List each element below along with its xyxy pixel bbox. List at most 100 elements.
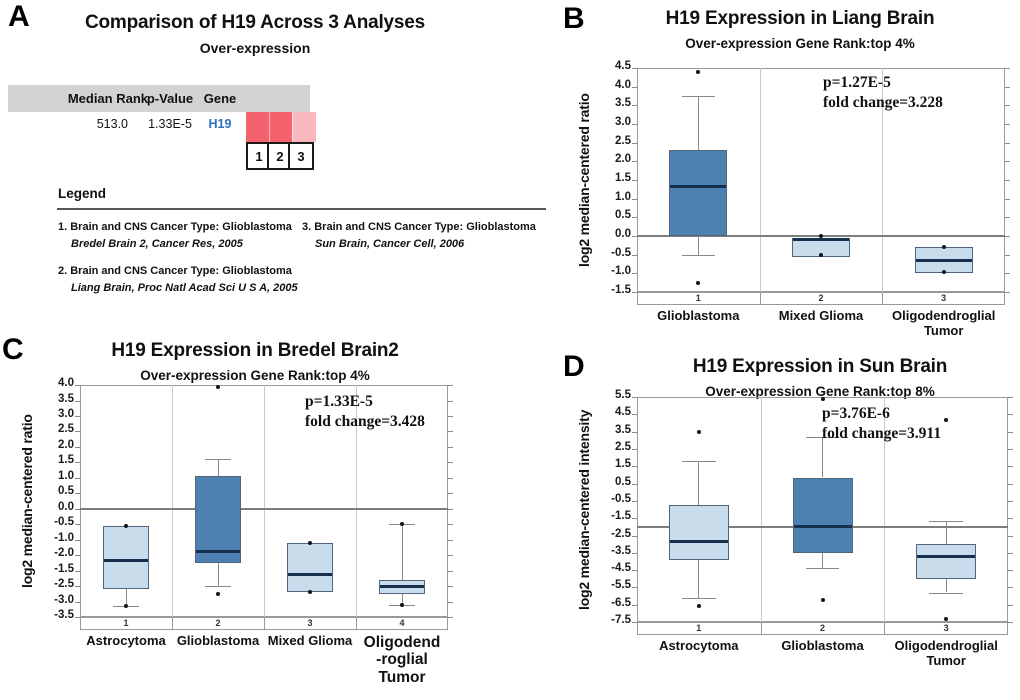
- box-whisker: [401, 593, 403, 605]
- column-separator: [264, 385, 265, 617]
- heatmap-cell-2: [269, 112, 293, 142]
- y-axis-tick-right: [448, 385, 453, 386]
- panel-letter-b: B: [563, 2, 585, 35]
- y-axis-tick-label: 0.5: [615, 209, 631, 222]
- outlier-dot: [696, 69, 701, 74]
- y-axis-tick-label: -6.5: [611, 596, 631, 609]
- y-axis-tick-right: [1008, 448, 1013, 450]
- panel-c-subtitle: Over-expression Gene Rank:top 4%: [140, 368, 370, 383]
- box-plot-box: [287, 542, 333, 593]
- box-whisker: [217, 562, 219, 587]
- y-axis-tick-label: -7.5: [611, 614, 631, 626]
- y-axis-tick: [632, 292, 637, 293]
- y-axis-tick-label: 3.0: [615, 116, 631, 128]
- y-axis-label: log2 median-centered ratio: [19, 414, 35, 588]
- box-median-line: [104, 558, 148, 562]
- y-axis-tick: [75, 415, 80, 417]
- panel-letter-d: D: [563, 350, 585, 383]
- y-axis-tick: [75, 539, 80, 541]
- annotation: p=3.76E-6 fold change=3.911: [822, 404, 941, 444]
- y-axis-tick-right: [1005, 105, 1010, 107]
- legend-entry-1: 1. Brain and CNS Cancer Type: Glioblasto…: [58, 219, 292, 253]
- y-axis-tick: [75, 508, 80, 510]
- box-whisker: [125, 589, 127, 607]
- category-number: 2: [818, 293, 824, 303]
- y-axis-tick-right: [448, 586, 453, 588]
- heatmap-cell-1: [246, 112, 269, 142]
- y-axis-tick: [632, 518, 637, 520]
- gene-link[interactable]: H19: [208, 117, 232, 131]
- y-axis-tick-label: -2.5: [611, 527, 631, 540]
- annotation-fold-change: fold change=3.228: [823, 94, 943, 112]
- annotation-fold-change: fold change=3.911: [822, 425, 942, 443]
- y-axis-tick: [632, 431, 637, 433]
- y-axis-tick-right: [1008, 552, 1013, 554]
- outlier-dot: [308, 540, 312, 545]
- outlier-dot: [696, 604, 701, 609]
- y-axis-tick-label: 4.0: [615, 78, 631, 91]
- annotation: p=1.27E-5 fold change=3.228: [823, 73, 943, 113]
- y-axis-tick: [632, 397, 637, 398]
- y-axis-tick-right: [1008, 483, 1013, 485]
- box-whisker: [217, 459, 219, 477]
- y-axis-tick-right: [1008, 431, 1013, 433]
- legend-entry-2-citation: Liang Brain, Proc Natl Acad Sci U S A, 2…: [71, 282, 298, 295]
- whisker-cap: [805, 436, 840, 438]
- legend-entry-2: 2. Brain and CNS Cancer Type: Glioblasto…: [58, 263, 298, 297]
- y-axis-tick-label: 3.5: [615, 423, 631, 436]
- y-axis-tick: [75, 586, 80, 588]
- y-axis-tick-label: 0.5: [615, 475, 631, 488]
- annotation-p-value: p=1.33E-5: [305, 393, 373, 410]
- y-axis-tick-label: -2.5: [54, 578, 74, 591]
- heatmap-cell-3: [292, 112, 316, 142]
- boxplot-liang-brain: 4.5 4.0 3.5 3.0 2.5 2.0 1.5 1.0 0.5 0.0 -0.5 -1.0 -1…: [560, 0, 1020, 350]
- column-header-median-rank: Median Rank: [67, 91, 148, 106]
- whisker-cap: [929, 592, 963, 594]
- y-axis-tick: [632, 552, 637, 554]
- annotation-p-value: p=1.27E-5: [823, 74, 891, 91]
- box-median-line: [669, 539, 728, 543]
- y-axis-tick: [632, 180, 637, 181]
- y-axis-tick: [632, 198, 637, 200]
- category-number: 2: [215, 618, 221, 628]
- y-axis-tick-label: -1.5: [54, 562, 74, 575]
- box-plot-box: [669, 150, 728, 236]
- box-plot-box: [792, 477, 853, 553]
- panel-d: D H19 Expression in Sun Brain Over-expre…: [560, 330, 1020, 700]
- y-axis-label: log2 median-centered intensity: [576, 409, 592, 610]
- legend-entry-1-type: 1. Brain and CNS Cancer Type: Glioblasto…: [58, 221, 292, 233]
- category-label: Glioblastoma: [657, 308, 740, 323]
- y-axis-tick-right: [448, 539, 453, 541]
- box-plot-box: [668, 505, 729, 560]
- y-axis-tick-right: [448, 617, 453, 618]
- y-axis-tick-right: [1005, 180, 1010, 181]
- category-number: 1: [695, 293, 701, 303]
- y-axis-tick-label: 2.0: [615, 153, 631, 166]
- category-strip: [637, 292, 1005, 305]
- y-axis-tick-label: -0.5: [54, 516, 74, 529]
- box-plot-box: [916, 544, 977, 579]
- panel-letter-c: C: [2, 333, 24, 366]
- whisker-cap: [205, 586, 231, 588]
- y-axis-tick-label: 5.5: [615, 389, 631, 401]
- y-axis-tick: [75, 570, 80, 572]
- y-axis-tick-label: -1.0: [54, 531, 74, 544]
- y-axis-tick-label: 4.0: [58, 377, 74, 389]
- y-axis-tick-label: 0.5: [58, 485, 74, 498]
- y-axis-tick-right: [448, 431, 453, 433]
- box-whisker: [822, 552, 823, 569]
- y-axis-label: log2 median-centered ratio: [576, 93, 592, 267]
- category-label: Oligodendroglial Tumor: [892, 308, 996, 338]
- y-axis-tick-label: -4.5: [611, 562, 631, 575]
- y-axis-tick: [75, 431, 80, 433]
- y-axis-tick: [75, 446, 80, 448]
- outlier-dot: [941, 270, 946, 275]
- legend-title: Legend: [58, 186, 107, 201]
- y-axis-tick: [75, 462, 80, 464]
- panel-b-subtitle: Over-expression Gene Rank:top 4%: [685, 36, 915, 51]
- outlier-dot: [820, 396, 825, 401]
- outlier-dot: [819, 252, 823, 257]
- y-axis-tick-right: [448, 477, 453, 479]
- outlier-dot: [944, 616, 949, 621]
- y-axis-tick-right: [448, 601, 453, 603]
